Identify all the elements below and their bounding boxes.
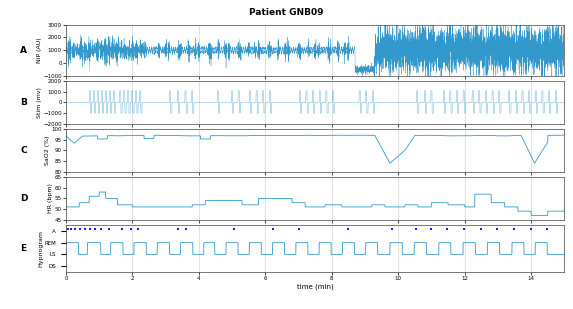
Point	[411, 226, 420, 231]
Y-axis label: Stim (mv): Stim (mv)	[37, 87, 42, 118]
Y-axis label: NiP (AU): NiP (AU)	[37, 37, 42, 63]
X-axis label: time (min): time (min)	[297, 284, 333, 290]
Point	[526, 226, 535, 231]
Y-axis label: Hypnogram: Hypnogram	[38, 230, 43, 267]
Point	[509, 226, 519, 231]
Text: E: E	[21, 244, 26, 253]
Point	[118, 226, 127, 231]
Point	[75, 226, 84, 231]
Point	[126, 226, 135, 231]
Point	[543, 226, 552, 231]
Text: D: D	[20, 194, 28, 203]
Point	[343, 226, 352, 231]
Point	[104, 226, 113, 231]
Point	[63, 226, 72, 231]
Point	[96, 226, 105, 231]
Point	[443, 226, 452, 231]
Text: B: B	[20, 98, 27, 107]
Point	[81, 226, 90, 231]
Point	[426, 226, 435, 231]
Point	[295, 226, 304, 231]
Point	[66, 226, 76, 231]
Y-axis label: HR (bpm): HR (bpm)	[48, 184, 53, 213]
Text: C: C	[20, 146, 27, 155]
Point	[460, 226, 469, 231]
Point	[70, 226, 80, 231]
Point	[476, 226, 485, 231]
Point	[182, 226, 191, 231]
Text: Patient GNB09: Patient GNB09	[249, 8, 324, 17]
Point	[229, 226, 238, 231]
Point	[85, 226, 95, 231]
Y-axis label: SaO2 (%): SaO2 (%)	[45, 136, 50, 165]
Point	[91, 226, 100, 231]
Point	[493, 226, 502, 231]
Point	[174, 226, 183, 231]
Point	[388, 226, 397, 231]
Point	[268, 226, 277, 231]
Text: A: A	[20, 46, 27, 55]
Point	[134, 226, 143, 231]
